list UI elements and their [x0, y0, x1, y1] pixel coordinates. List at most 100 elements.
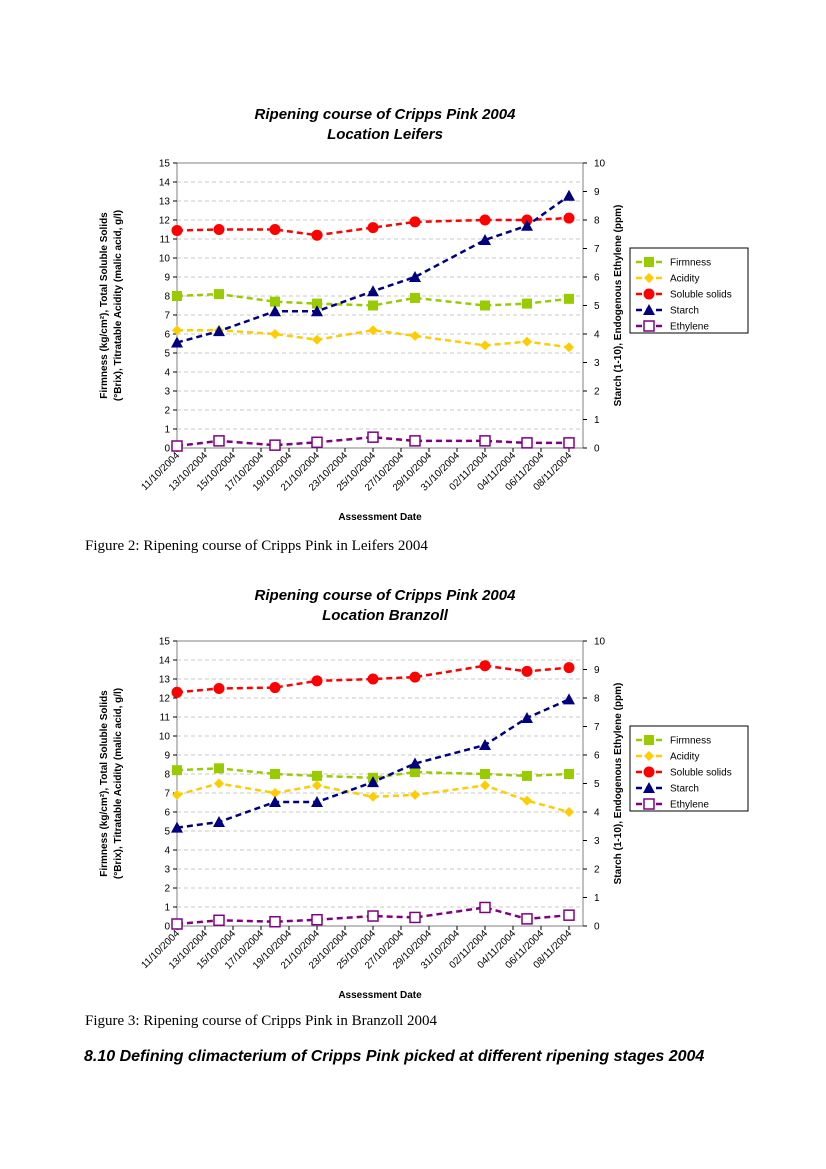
data-point-starch: [171, 336, 183, 348]
data-point-soluble-solids: [563, 212, 575, 224]
series-line-soluble-solids: [176, 216, 570, 237]
legend-label-soluble-solids: Soluble solids: [670, 768, 732, 779]
y-tick-label: 0: [164, 444, 170, 455]
y-tick-label: 2: [164, 884, 170, 895]
data-point-ethylene: [563, 437, 575, 449]
y-tick-label: 13: [159, 197, 171, 208]
data-point-firmness: [312, 298, 322, 309]
data-point-firmness: [480, 300, 490, 311]
section-heading: 8.10 Defining climacterium of Cripps Pin…: [84, 1048, 705, 1065]
data-point-firmness: [270, 296, 280, 307]
y-axis-title-line1: Firmness (kg/cm²), Total Soluble Solids: [99, 690, 110, 877]
legend-marker-ethylene: [643, 320, 655, 332]
data-point-acidity: [368, 325, 378, 336]
y2-tick-label: 3: [594, 358, 600, 369]
data-point-soluble-solids: [311, 229, 323, 241]
y2-tick-label: 1: [594, 893, 600, 904]
data-point-soluble-solids: [367, 673, 379, 685]
legend-label-acidity: Acidity: [670, 752, 699, 763]
data-point-soluble-solids: [269, 682, 281, 694]
data-point-starch: [367, 776, 379, 788]
y-axis-title-line2: (°Brix), Titratable Acidity (malic acid,…: [113, 210, 124, 401]
y2-axis-title: Starch (1-10), Endogenous Ethylene (ppm): [613, 683, 624, 885]
legend-marker-acidity: [644, 273, 654, 283]
data-point-starch: [563, 693, 575, 705]
data-point-starch: [479, 233, 491, 245]
data-point-ethylene: [367, 910, 379, 922]
y-tick-label: 14: [159, 656, 171, 667]
y2-tick-label: 6: [594, 273, 600, 284]
chart-title: Ripening course of Cripps Pink 2004 Loca…: [170, 586, 600, 626]
series-line-acidity: [177, 328, 570, 349]
data-point-acidity: [564, 342, 574, 353]
data-point-firmness: [172, 291, 182, 301]
x-axis-title: Assessment Date: [338, 512, 422, 523]
data-point-ethylene: [479, 901, 491, 914]
y-tick-label: 7: [164, 311, 170, 322]
data-point-ethylene: [213, 914, 225, 927]
y-tick-label: 15: [159, 637, 171, 648]
data-point-soluble-solids: [479, 214, 491, 226]
data-point-ethylene: [367, 431, 379, 443]
y2-tick-label: 7: [594, 244, 600, 255]
y-tick-label: 3: [164, 387, 170, 398]
data-point-ethylene: [521, 913, 533, 925]
y-tick-label: 15: [159, 159, 171, 170]
y2-tick-label: 10: [594, 159, 606, 170]
legend-label-starch: Starch: [670, 784, 699, 795]
legend-marker-soluble-solids: [643, 766, 655, 778]
legend-marker-ethylene: [643, 798, 655, 810]
data-point-soluble-solids: [409, 216, 421, 228]
data-point-ethylene: [213, 435, 225, 447]
legend-marker-soluble-solids: [643, 288, 655, 300]
data-point-starch: [367, 285, 379, 297]
y2-tick-label: 3: [594, 836, 600, 847]
data-point-firmness: [522, 298, 532, 309]
y2-tick-label: 9: [594, 665, 600, 676]
data-point-firmness: [480, 769, 490, 779]
legend-marker-starch: [643, 304, 655, 315]
data-point-acidity: [410, 330, 420, 341]
y-tick-label: 10: [159, 732, 171, 743]
data-point-firmness: [522, 770, 532, 781]
y-tick-label: 7: [164, 789, 170, 800]
y2-tick-label: 6: [594, 751, 600, 762]
plot-area: [176, 640, 584, 927]
data-point-soluble-solids: [213, 683, 225, 694]
y-tick-label: 3: [164, 865, 170, 876]
series-line-firmness: [176, 767, 570, 780]
data-point-firmness: [564, 293, 574, 304]
data-point-acidity: [172, 325, 182, 336]
y2-tick-label: 2: [594, 865, 600, 876]
legend-marker-starch: [643, 782, 655, 793]
legend-marker-acidity: [644, 751, 654, 761]
data-point-acidity: [312, 334, 322, 345]
legend-label-acidity: Acidity: [670, 274, 699, 285]
y-tick-label: 4: [164, 368, 170, 379]
data-point-acidity: [480, 340, 490, 351]
data-point-starch: [311, 305, 323, 317]
legend-marker-firmness: [644, 257, 654, 267]
y2-tick-label: 8: [594, 216, 600, 227]
series-line-ethylene: [176, 435, 569, 448]
y-tick-label: 8: [164, 770, 170, 781]
data-point-starch: [171, 821, 183, 833]
data-point-starch: [269, 796, 281, 808]
y2-tick-label: 0: [594, 922, 600, 933]
data-point-acidity: [522, 336, 532, 347]
y-tick-label: 1: [164, 425, 170, 436]
y2-tick-label: 4: [594, 330, 600, 341]
data-point-firmness: [410, 292, 420, 303]
data-point-ethylene: [409, 435, 421, 447]
data-point-firmness: [270, 769, 280, 779]
legend-label-starch: Starch: [670, 306, 699, 317]
chart-subtitle: Location Leifers: [327, 126, 443, 143]
data-point-starch: [563, 189, 575, 201]
data-point-firmness: [214, 763, 224, 774]
data-point-acidity: [172, 789, 182, 800]
data-point-firmness: [410, 767, 420, 778]
y2-tick-label: 4: [594, 808, 600, 819]
data-point-firmness: [172, 765, 182, 776]
y-tick-label: 14: [159, 178, 171, 189]
series-line-soluble-solids: [176, 664, 570, 694]
